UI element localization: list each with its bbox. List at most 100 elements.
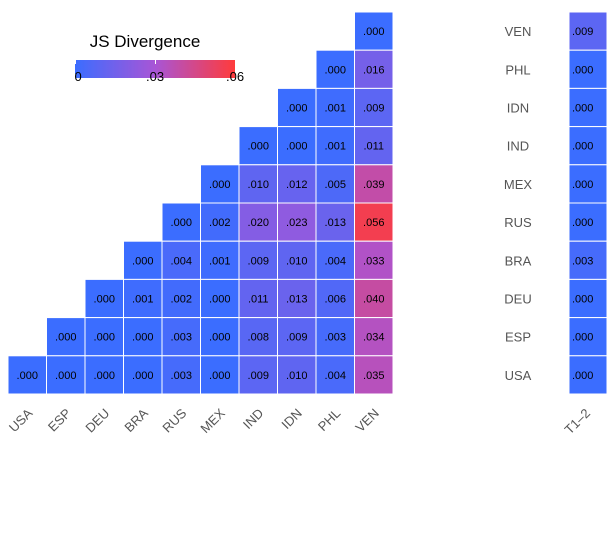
heatmap-cell [354, 355, 394, 395]
cell-value-label: .000 [209, 370, 230, 382]
color-legend: JS Divergence 0 .03 .06 [60, 32, 260, 84]
cell-value-label: .034 [363, 332, 384, 344]
cell-value-label: .000 [132, 255, 153, 267]
cell-value-label: .010 [286, 255, 307, 267]
heatmap-cell [277, 202, 317, 242]
cell-value-label: .009 [286, 332, 307, 344]
cell-value-label: .000 [171, 217, 192, 229]
column-label: IDN [278, 406, 304, 432]
cell-value-label: .000 [94, 332, 115, 344]
heatmap-cell [84, 278, 124, 319]
cell-value-label: .013 [286, 294, 307, 306]
heatmap-cell [238, 164, 278, 204]
column-label: IND [240, 406, 266, 432]
heatmap-cell [315, 355, 355, 395]
row-label: VEN [505, 24, 532, 39]
side-panel-value-label: .000 [572, 370, 593, 382]
cell-value-label: .000 [17, 370, 38, 382]
legend-tick-mark [235, 60, 236, 64]
cell-value-label: .000 [209, 179, 230, 191]
heatmap-cell [315, 49, 355, 89]
row-label: IDN [507, 101, 529, 116]
cell-value-label: .003 [171, 332, 192, 344]
cell-value-label: .009 [363, 103, 384, 115]
cell-value-label: .000 [209, 294, 230, 306]
side-panel-value-label: .000 [572, 64, 593, 76]
column-label: RUS [159, 405, 189, 435]
row-label: USA [505, 368, 532, 383]
legend-tick-mark [235, 74, 236, 78]
side-panel-value-label: .003 [572, 255, 593, 267]
row-label: IND [507, 139, 529, 154]
side-panel-cell [568, 355, 608, 395]
legend-gradient-bar [75, 60, 235, 78]
legend-tick-mark [155, 74, 156, 78]
heatmap-cell [84, 355, 124, 395]
cell-value-label: .001 [209, 255, 230, 267]
heatmap-cell [354, 87, 394, 128]
column-label: USA [6, 405, 36, 435]
legend-tick-label: .06 [226, 69, 245, 84]
cell-value-label: .000 [209, 332, 230, 344]
cell-value-label: .040 [363, 294, 384, 306]
cell-value-label: .000 [286, 103, 307, 115]
cell-value-label: .000 [286, 141, 307, 153]
heatmap-cell [238, 202, 278, 242]
cell-value-label: .000 [363, 26, 384, 38]
cell-value-label: .000 [94, 370, 115, 382]
cell-value-label: .003 [171, 370, 192, 382]
column-label: VEN [352, 406, 382, 436]
side-panel-column-label: T1–2 [562, 406, 594, 438]
heatmap-cell [200, 202, 240, 242]
heatmap-cell [354, 317, 394, 357]
cell-value-label: .000 [55, 370, 76, 382]
cell-value-label: .039 [363, 179, 384, 191]
row-label: ESP [505, 330, 531, 345]
heatmap-cell [315, 202, 355, 242]
cell-value-label: .009 [248, 255, 269, 267]
heatmap-cell [315, 240, 355, 280]
cell-value-label: .056 [363, 217, 384, 229]
heatmap-cell [7, 355, 47, 395]
side-panel-cell [568, 202, 608, 242]
cell-value-label: .001 [325, 141, 346, 153]
side-panel-cell [568, 317, 608, 357]
column-label: ESP [45, 406, 74, 435]
legend-title: JS Divergence [89, 32, 201, 51]
cell-value-label: .023 [286, 217, 307, 229]
legend-tick-mark [155, 60, 156, 64]
side-panel-value-label: .000 [572, 179, 593, 191]
heatmap-cell [123, 355, 163, 395]
row-label: BRA [505, 253, 532, 268]
column-label: PHL [315, 406, 343, 434]
cell-value-label: .002 [171, 294, 192, 306]
legend-tick-mark [75, 74, 76, 78]
heatmap-cell [46, 355, 86, 395]
heatmap-cell [123, 240, 163, 280]
cell-value-label: .009 [248, 370, 269, 382]
heatmap-cell [354, 278, 394, 319]
heatmap-cell [46, 317, 86, 357]
side-panel-value-label: .000 [572, 294, 593, 306]
cell-value-label: .010 [248, 179, 269, 191]
side-panel-value-label: .000 [572, 332, 593, 344]
cell-value-label: .000 [94, 294, 115, 306]
heatmap-cell [354, 126, 394, 166]
row-label: MEX [504, 177, 533, 192]
cell-value-label: .006 [325, 294, 346, 306]
cell-value-label: .033 [363, 255, 384, 267]
cell-value-label: .010 [286, 370, 307, 382]
cell-value-label: .000 [132, 332, 153, 344]
cell-value-label: .005 [325, 179, 346, 191]
heatmap-cell [161, 278, 201, 319]
side-panel-value-label: .000 [572, 217, 593, 229]
heatmap-cell [161, 317, 201, 357]
side-panel-value-label: .000 [572, 103, 593, 115]
cell-value-label: .000 [325, 64, 346, 76]
cell-value-label: .012 [286, 179, 307, 191]
row-label: RUS [504, 215, 532, 230]
side-panel-value-label: .009 [572, 26, 593, 38]
cell-value-label: .000 [55, 332, 76, 344]
cell-value-label: .004 [325, 370, 346, 382]
